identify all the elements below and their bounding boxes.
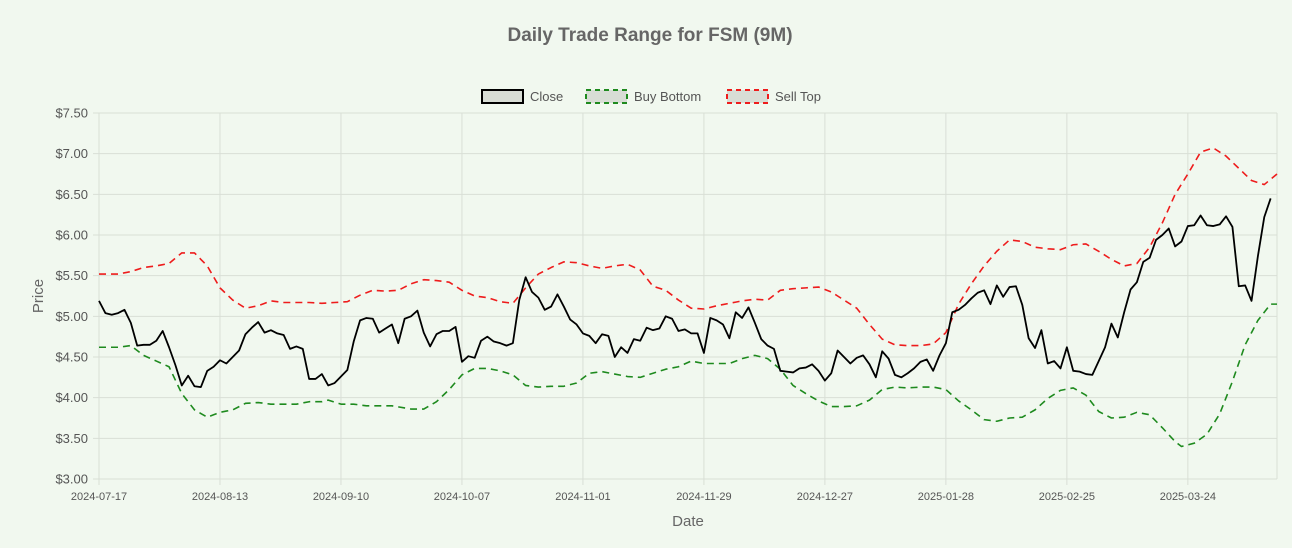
x-tick-label: 2024-09-10 [313,491,369,503]
series-line-buy-bottom [99,303,1277,448]
x-tick-label: 2025-03-24 [1160,491,1216,503]
legend-item-sell-top[interactable]: Sell Top [726,89,821,104]
series-group [98,147,1278,448]
x-tick-label: 2024-11-29 [676,491,731,503]
x-tick-label: 2025-01-28 [918,491,974,503]
legend-swatch-buy-bottom [585,89,628,104]
x-axis: 2024-07-17 2024-08-13 2024-09-10 2024-10-07… [71,491,1216,503]
legend-label-buy-bottom: Buy Bottom [634,89,701,104]
chart-title: Daily Trade Range for FSM (9M) [507,25,792,46]
legend-label-sell-top: Sell Top [775,89,821,104]
legend-item-close[interactable]: Close [481,89,563,104]
x-tick-label: 2024-12-27 [797,491,853,503]
legend-swatch-close [481,89,524,104]
x-tick-label: 2024-08-13 [192,491,248,503]
legend-swatch-sell-top [726,89,769,104]
y-tick-label: $7.50 [55,106,88,121]
x-axis-label: Date [672,513,704,530]
series-line-close [98,198,1272,388]
y-tick-label: $3.00 [55,472,88,487]
y-tick-label: $4.00 [55,390,88,405]
x-tick-label: 2024-10-07 [434,491,490,503]
grid [93,112,1278,485]
y-axis-label: Price [30,279,47,313]
legend: Close Buy Bottom Sell Top [481,89,821,104]
y-tick-label: $6.00 [55,228,88,243]
x-tick-label: 2024-11-01 [555,491,610,503]
y-tick-label: $5.50 [55,268,88,283]
legend-item-buy-bottom[interactable]: Buy Bottom [585,89,701,104]
legend-label-close: Close [530,89,563,104]
y-tick-label: $5.00 [55,309,88,324]
x-tick-label: 2025-02-25 [1039,491,1095,503]
y-tick-label: $7.00 [55,146,88,161]
y-tick-label: $4.50 [55,350,88,365]
y-tick-label: $6.50 [55,187,88,202]
x-tick-label: 2024-07-17 [71,491,127,503]
y-axis: $3.00 $3.50 $4.00 $4.50 $5.00 $5.50 $6.00 $6.50… [55,106,88,487]
series-line-sell-top [99,147,1278,347]
y-tick-label: $3.50 [55,431,88,446]
